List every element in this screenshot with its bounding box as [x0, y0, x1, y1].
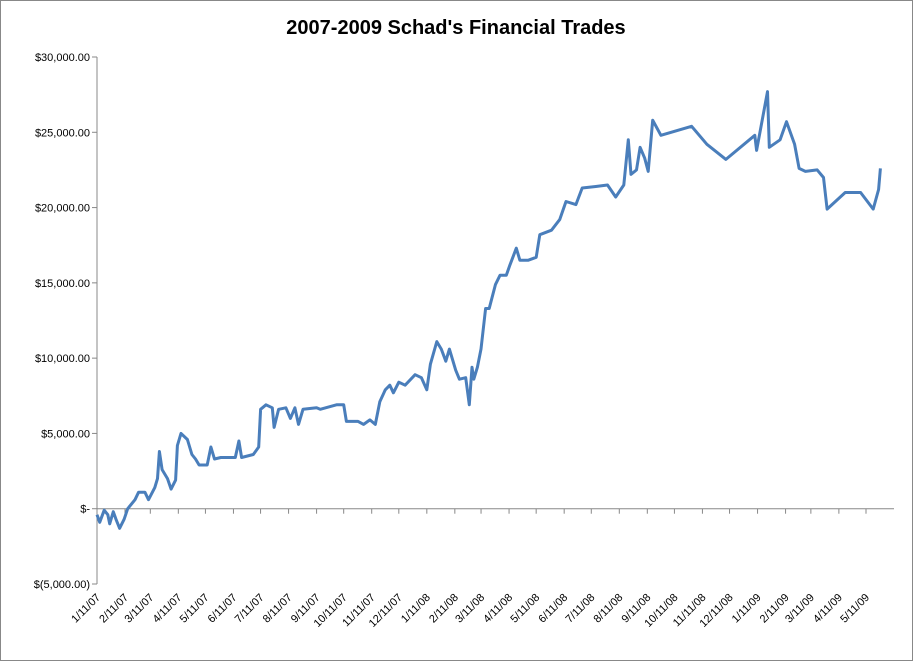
y-tick-label: $25,000.00	[35, 127, 90, 139]
y-tick-label: $30,000.00	[35, 52, 90, 64]
chart-title: 2007-2009 Schad's Financial Trades	[286, 17, 625, 39]
y-tick-label: $(5,000.00)	[34, 579, 90, 591]
y-tick-label: $10,000.00	[35, 353, 90, 365]
data-line	[95, 90, 882, 530]
y-tick-label: $-	[80, 504, 90, 516]
y-tick-label: $5,000.00	[41, 428, 90, 440]
y-tick-label: $20,000.00	[35, 203, 90, 215]
y-tick-label: $15,000.00	[35, 278, 90, 290]
